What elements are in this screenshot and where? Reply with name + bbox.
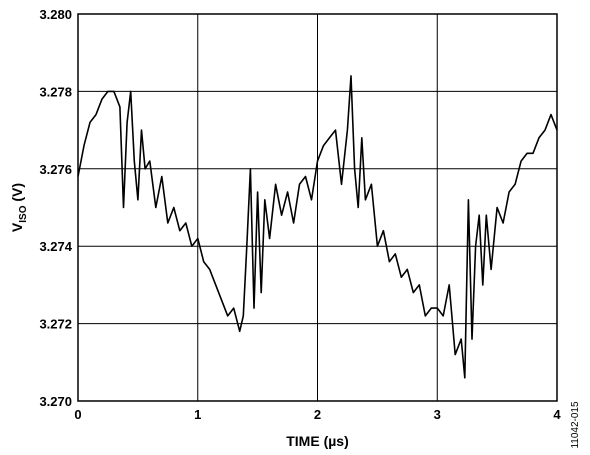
y-axis-title-main: V (9, 222, 25, 232)
y-tick-label: 3.270 (39, 394, 72, 409)
grid (78, 14, 557, 401)
x-tick-label: 3 (434, 407, 441, 422)
y-axis-title-subscript: ISO (18, 205, 29, 222)
y-tick-label: 3.276 (39, 162, 72, 177)
x-tick-label: 2 (314, 407, 321, 422)
y-tick-label: 3.278 (39, 84, 72, 99)
figure-id: 11042-015 (570, 401, 581, 449)
x-tick-label: 4 (553, 407, 561, 422)
series-line (77, 75, 558, 379)
y-axis-title-unit: (V) (9, 183, 25, 206)
y-tick-label: 3.272 (39, 317, 72, 332)
y-tick-label: 3.280 (39, 7, 72, 22)
y-axis-title: VISO (V) (9, 183, 29, 232)
series-line-group (77, 75, 558, 379)
x-tick-label: 1 (194, 407, 201, 422)
y-tick-label: 3.274 (39, 239, 72, 254)
y-tick-labels: 3.270 3.272 3.274 3.276 3.278 3.280 (39, 7, 72, 409)
x-tick-label: 0 (74, 407, 81, 422)
x-tick-labels: 0 1 2 3 4 (74, 407, 561, 422)
plot-frame (77, 13, 558, 402)
x-axis-title: TIME (µs) (286, 433, 349, 449)
